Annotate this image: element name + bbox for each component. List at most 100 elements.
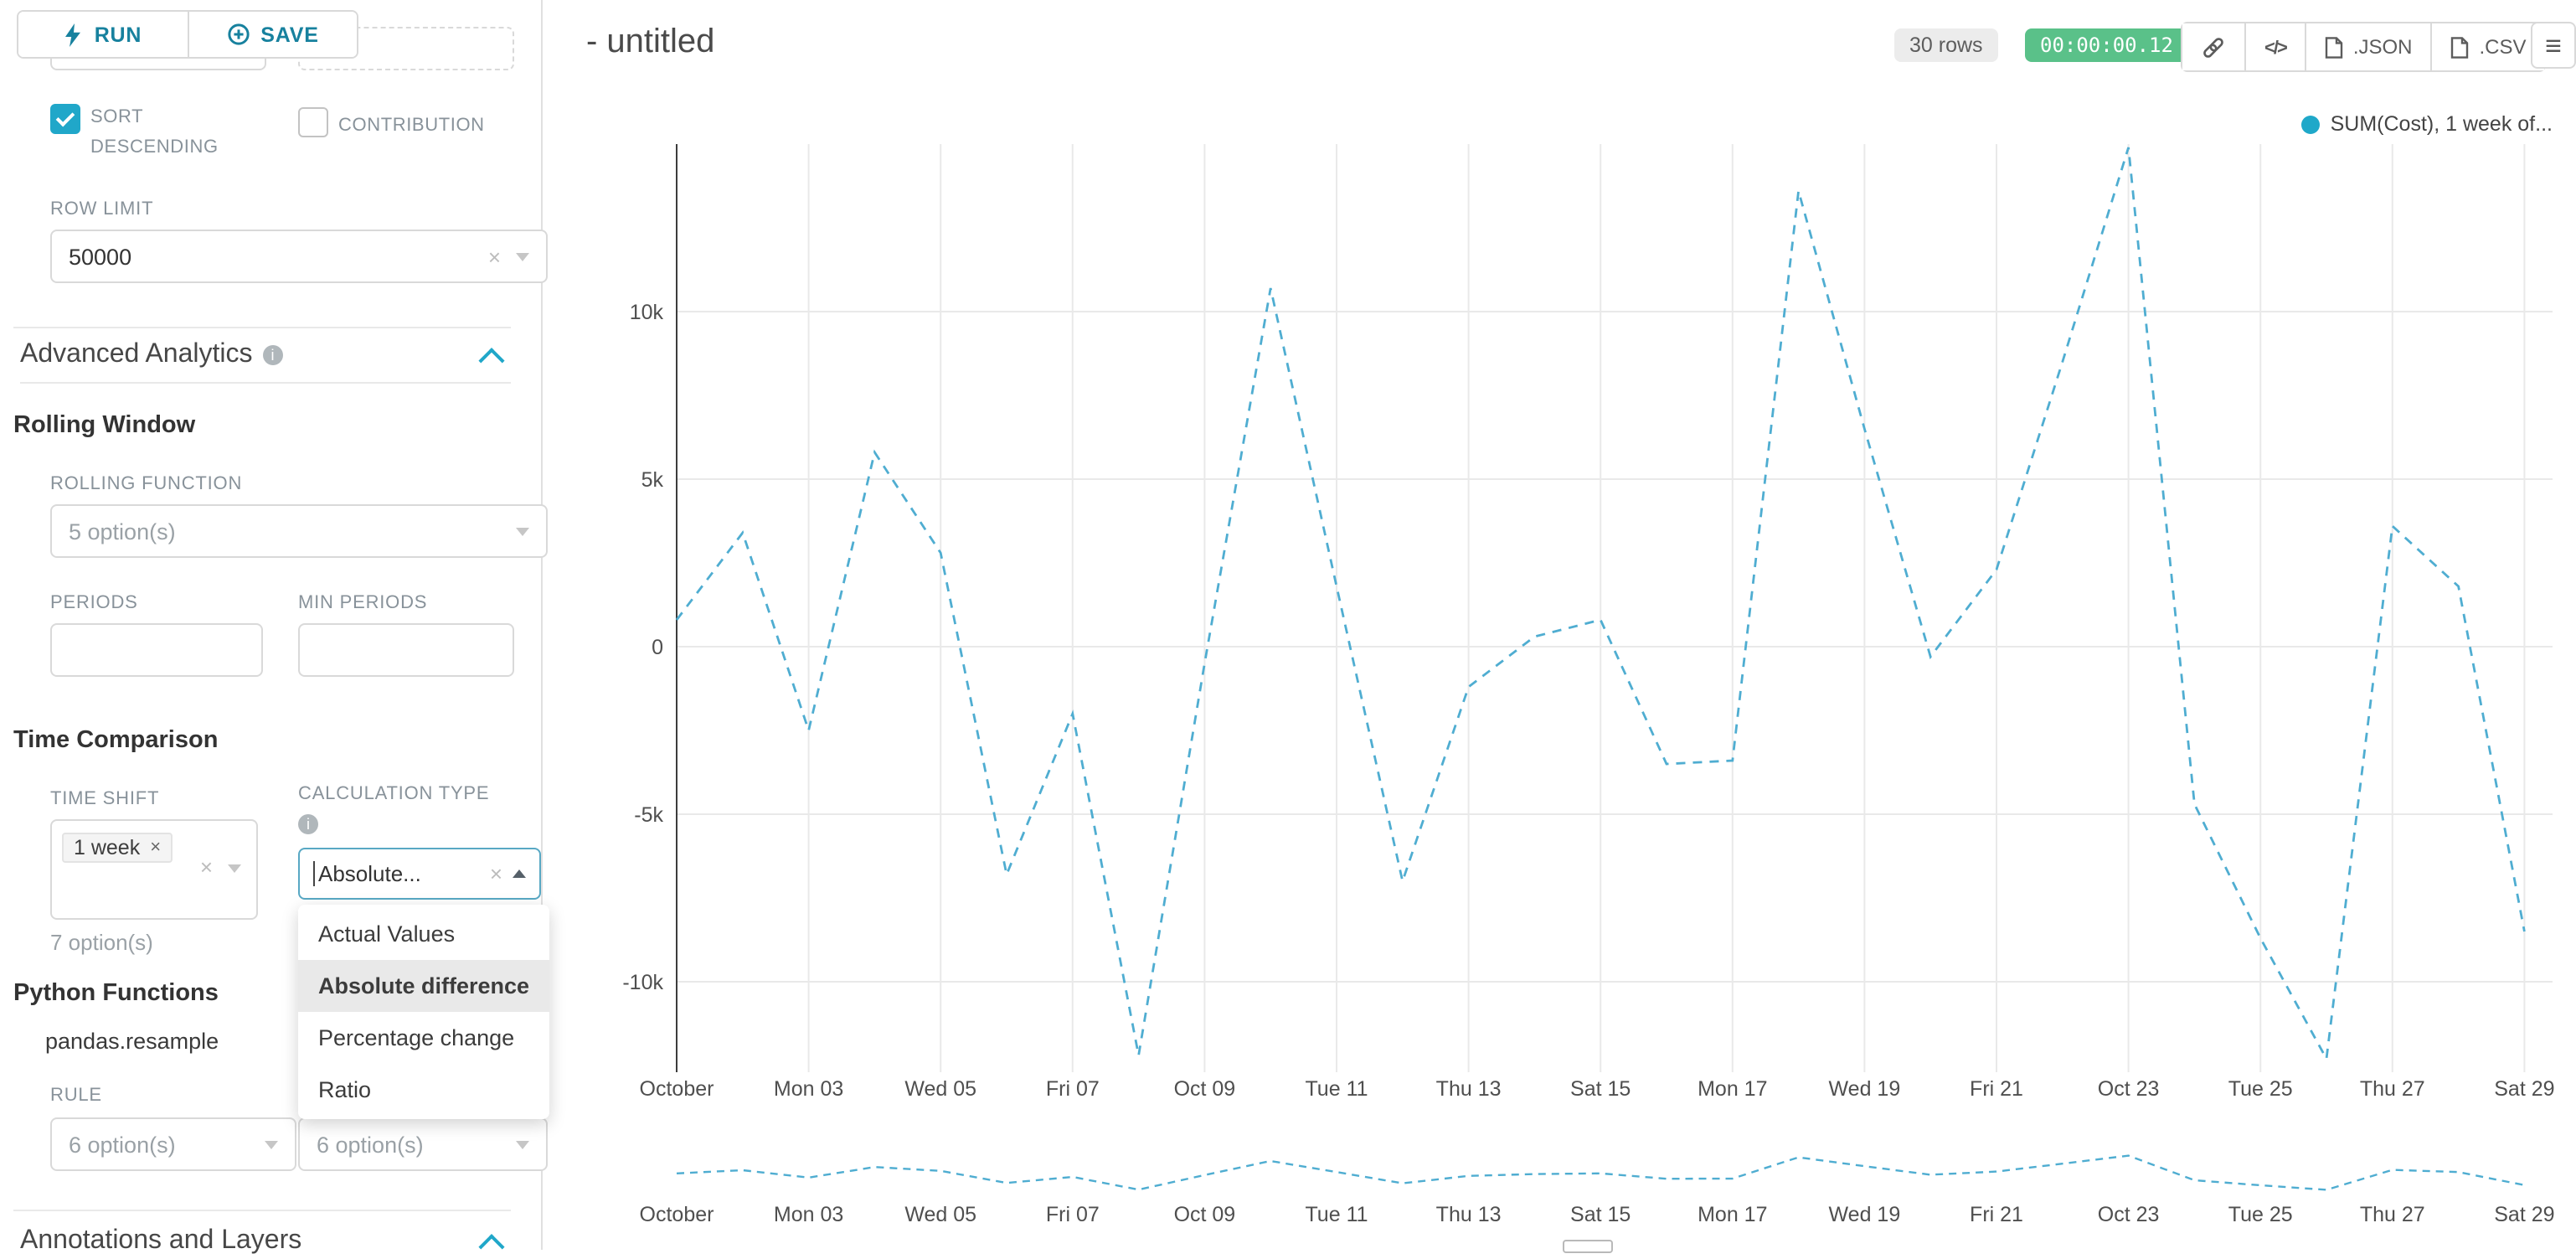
svg-text:Oct 23: Oct 23 — [2098, 1077, 2160, 1101]
python-functions-heading: Python Functions — [13, 980, 219, 1007]
svg-text:Thu 13: Thu 13 — [1436, 1203, 1502, 1226]
chart-canvas[interactable]: 10k 5k 0 -5k -10k October Mon 03 Wed 05 Fri 07 Oc… — [541, 0, 2576, 1250]
pandas-resample-label: pandas.resample — [45, 1029, 219, 1054]
divider — [13, 327, 511, 328]
chart-menu-button[interactable] — [2531, 22, 2576, 69]
clear-icon[interactable] — [200, 856, 213, 878]
advanced-analytics-title: Advanced Analytics — [20, 340, 253, 369]
cropped-popover — [1563, 1240, 1613, 1253]
info-icon — [262, 345, 283, 365]
time-shift-label: TIME SHIFT — [50, 789, 160, 809]
method-select[interactable]: 6 option(s) — [298, 1117, 548, 1171]
chevron-down-icon — [516, 527, 529, 535]
calculation-type-value: Absolute... — [318, 861, 421, 886]
query-toolbar: RUN SAVE — [17, 10, 358, 59]
legend-label: SUM(Cost), 1 week of... — [2330, 112, 2553, 136]
svg-text:Wed 19: Wed 19 — [1829, 1077, 1901, 1101]
sort-descending-label: SORT DESCENDING — [90, 107, 219, 157]
text-cursor — [313, 861, 315, 886]
row-limit-value: 50000 — [69, 244, 132, 269]
svg-text:5k: 5k — [641, 468, 664, 492]
svg-text:Tue 25: Tue 25 — [2228, 1203, 2293, 1226]
chart-title: - untitled — [586, 23, 715, 60]
rolling-function-select[interactable]: 5 option(s) — [50, 504, 548, 558]
svg-text:Oct 23: Oct 23 — [2098, 1203, 2160, 1226]
svg-text:Thu 13: Thu 13 — [1436, 1077, 1502, 1101]
save-button[interactable]: SAVE — [188, 12, 357, 57]
method-value: 6 option(s) — [317, 1132, 424, 1157]
time-shift-hint: 7 option(s) — [50, 930, 153, 955]
svg-text:Oct 09: Oct 09 — [1174, 1077, 1236, 1101]
svg-text:Tue 11: Tue 11 — [1305, 1077, 1368, 1101]
calculation-type-label: CALCULATION TYPE — [298, 784, 490, 804]
time-comparison-heading: Time Comparison — [13, 727, 219, 754]
export-json-button[interactable]: .JSON — [2304, 23, 2431, 70]
section-annotations[interactable]: Annotations and Layers — [20, 1226, 511, 1259]
menu-item-absolute-difference[interactable]: Absolute difference — [298, 960, 549, 1012]
svg-text:Sat 29: Sat 29 — [2494, 1077, 2554, 1101]
chevron-up-icon — [513, 869, 526, 878]
chevron-up-icon[interactable] — [478, 347, 505, 374]
legend-dot — [2301, 115, 2321, 133]
svg-text:Fri 07: Fri 07 — [1046, 1077, 1100, 1101]
svg-text:-5k: -5k — [634, 803, 663, 827]
export-csv-button[interactable]: .CSV — [2430, 23, 2545, 70]
calculation-type-dropdown: Actual Values Absolute difference Percen… — [298, 905, 549, 1119]
share-link-button[interactable] — [2182, 23, 2244, 70]
svg-text:Mon 03: Mon 03 — [774, 1203, 843, 1226]
export-button-group: .JSON .CSV — [2181, 22, 2547, 72]
rows-badge: 30 rows — [1894, 28, 1998, 62]
section-advanced-analytics[interactable]: Advanced Analytics — [20, 340, 511, 384]
chevron-down-icon — [516, 1140, 529, 1148]
clear-icon[interactable] — [488, 245, 501, 267]
svg-text:October: October — [640, 1077, 714, 1101]
annotations-title: Annotations and Layers — [20, 1226, 302, 1255]
svg-text:Mon 03: Mon 03 — [774, 1077, 843, 1101]
control-panel: RUN SAVE SORT DESCENDING CONTRIBUTION RO… — [0, 0, 549, 1259]
json-label: .JSON — [2352, 35, 2413, 59]
row-limit-select[interactable]: 50000 — [50, 230, 548, 283]
svg-text:Tue 25: Tue 25 — [2228, 1077, 2293, 1101]
svg-text:Wed 05: Wed 05 — [904, 1077, 976, 1101]
chevron-up-icon[interactable] — [478, 1233, 505, 1259]
svg-text:Thu 27: Thu 27 — [2360, 1203, 2425, 1226]
svg-text:Fri 21: Fri 21 — [1970, 1203, 2023, 1226]
periods-input[interactable] — [50, 623, 263, 677]
info-icon — [298, 814, 318, 834]
run-button[interactable]: RUN — [18, 12, 188, 57]
clear-icon[interactable] — [490, 863, 502, 885]
run-label: RUN — [94, 23, 142, 46]
menu-item-ratio[interactable]: Ratio — [318, 1077, 372, 1102]
svg-text:Sat 15: Sat 15 — [1570, 1203, 1631, 1226]
svg-text:Fri 07: Fri 07 — [1046, 1203, 1100, 1226]
save-label: SAVE — [260, 23, 319, 46]
rule-select[interactable]: 6 option(s) — [50, 1117, 296, 1171]
svg-text:October: October — [640, 1203, 714, 1226]
csv-label: .CSV — [2479, 35, 2527, 59]
sort-descending-checkbox[interactable] — [50, 104, 80, 134]
min-periods-input[interactable] — [298, 623, 514, 677]
menu-item-actual-values[interactable]: Actual Values — [318, 921, 456, 947]
contribution-checkbox[interactable] — [298, 107, 328, 137]
calculation-type-select[interactable]: Absolute... — [298, 848, 541, 900]
view-query-button[interactable] — [2244, 23, 2305, 70]
time-shift-select[interactable]: 1 week — [50, 819, 258, 920]
min-periods-label: MIN PERIODS — [298, 593, 428, 613]
svg-text:Thu 27: Thu 27 — [2360, 1077, 2425, 1101]
legend-item[interactable]: SUM(Cost), 1 week of... — [2301, 112, 2553, 136]
file-icon — [2451, 36, 2469, 58]
chevron-down-icon — [516, 252, 529, 261]
svg-text:Mon 17: Mon 17 — [1698, 1077, 1767, 1101]
svg-text:0: 0 — [652, 636, 663, 659]
svg-text:Mon 17: Mon 17 — [1698, 1203, 1767, 1226]
svg-text:Wed 05: Wed 05 — [904, 1203, 976, 1226]
time-shift-tag: 1 week — [62, 833, 173, 863]
file-icon — [2325, 36, 2343, 58]
divider — [13, 1210, 511, 1211]
time-shift-tag-text: 1 week — [74, 836, 141, 859]
link-icon — [2203, 37, 2223, 57]
svg-text:Sat 29: Sat 29 — [2494, 1203, 2554, 1226]
menu-item-percentage-change[interactable]: Percentage change — [318, 1025, 515, 1050]
tag-close-icon[interactable] — [150, 838, 161, 857]
